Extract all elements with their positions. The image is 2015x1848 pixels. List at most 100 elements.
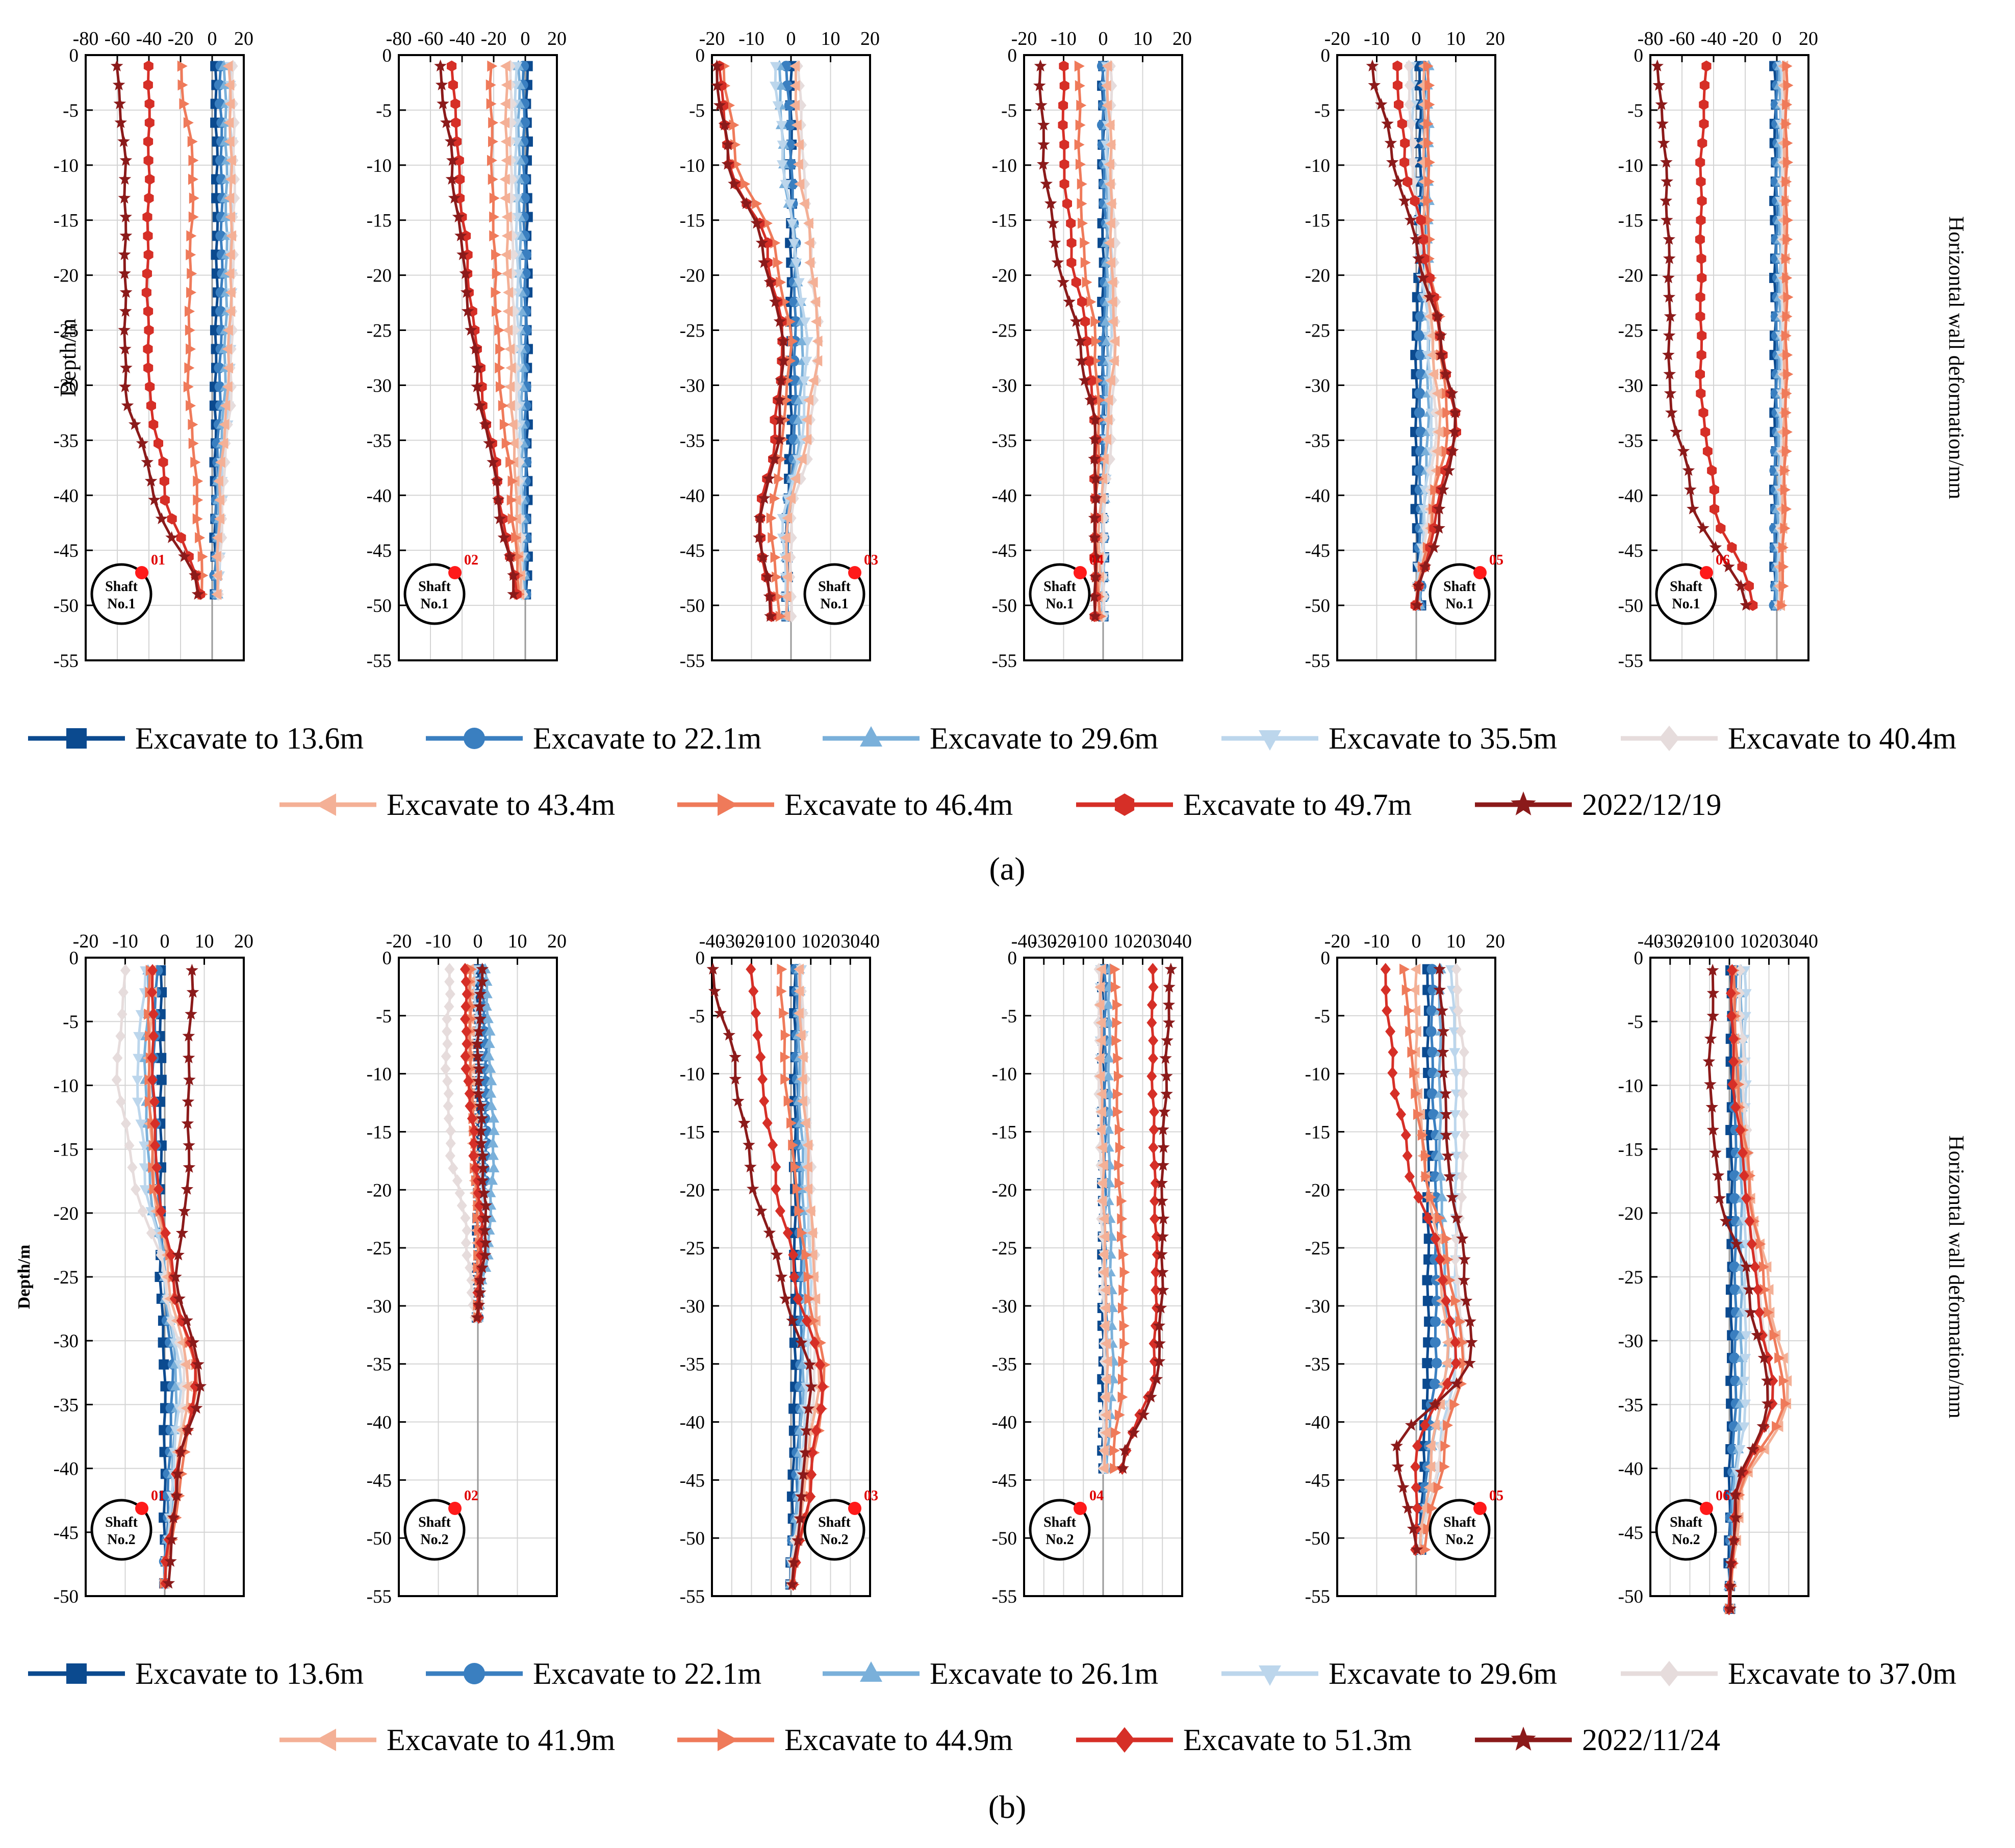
data-point xyxy=(1746,1238,1757,1251)
y-axis-title: Depth/m xyxy=(56,319,81,397)
data-point xyxy=(1034,59,1047,72)
data-point xyxy=(1144,1390,1157,1403)
data-point xyxy=(1412,1440,1423,1453)
data-point xyxy=(466,1013,477,1025)
data-point xyxy=(1449,1110,1461,1121)
data-point xyxy=(801,1314,812,1327)
data-point xyxy=(1423,118,1434,130)
data-point xyxy=(1459,1357,1470,1369)
x-tick-label: -10 xyxy=(758,931,784,952)
data-point xyxy=(1388,1045,1398,1059)
series-8-04 xyxy=(1117,963,1162,1475)
data-point xyxy=(479,418,492,430)
data-point xyxy=(1660,156,1673,168)
data-point xyxy=(1445,387,1459,399)
data-point xyxy=(112,78,125,91)
panel-01: -20 -10 0 10 200-5-10-15-20-25-30-35-40-45-5… xyxy=(54,931,253,1607)
legend-marker xyxy=(1659,726,1679,751)
data-point xyxy=(1158,1105,1171,1117)
y-tick-label: -35 xyxy=(1305,430,1330,451)
data-point xyxy=(1098,1445,1109,1456)
x-tick-label: 30 xyxy=(1779,931,1798,952)
x-tick-label: -30 xyxy=(1031,931,1057,952)
x-tick-label: 30 xyxy=(1153,931,1172,952)
legend-marker xyxy=(1511,791,1536,815)
data-point xyxy=(1725,987,1736,1000)
data-point xyxy=(810,316,821,327)
data-point xyxy=(1095,1035,1106,1046)
data-point xyxy=(181,1183,194,1195)
data-point xyxy=(1435,1212,1445,1224)
data-point xyxy=(1455,1316,1466,1327)
x-tick-label: -20 xyxy=(481,28,507,49)
data-point xyxy=(1757,1351,1771,1364)
data-point xyxy=(1663,367,1676,380)
x-tick-label: 10 xyxy=(1133,28,1153,49)
data-point xyxy=(1036,158,1050,170)
data-point xyxy=(460,1012,470,1025)
data-point xyxy=(1160,1069,1173,1082)
shaft-label-line2: No.2 xyxy=(1045,1532,1074,1548)
data-point xyxy=(1756,1444,1767,1455)
data-point xyxy=(816,1402,827,1416)
x-tick-label: -20 xyxy=(699,28,725,49)
data-point xyxy=(1063,295,1076,307)
data-point xyxy=(797,1095,807,1107)
data-point xyxy=(1706,986,1720,999)
y-tick-label: -35 xyxy=(680,1354,705,1375)
y-tick-label: 0 xyxy=(69,948,79,969)
data-point xyxy=(782,1226,793,1240)
data-point xyxy=(455,173,465,185)
shaft-label-line2: No.2 xyxy=(820,1532,848,1548)
data-point xyxy=(442,1037,453,1050)
y-tick-label: -45 xyxy=(680,541,705,561)
shaft-circle xyxy=(1655,1499,1717,1561)
data-point xyxy=(1433,426,1444,438)
legend-label: Excavate to 43.4m xyxy=(387,788,615,822)
data-point xyxy=(771,1161,781,1174)
data-point xyxy=(1095,1106,1106,1118)
data-point xyxy=(1405,1419,1418,1431)
data-point xyxy=(768,532,778,544)
data-point xyxy=(1118,1355,1129,1367)
data-point xyxy=(1066,237,1077,249)
data-point xyxy=(1458,1252,1471,1265)
data-point xyxy=(1392,80,1402,91)
data-point xyxy=(224,79,235,91)
data-point xyxy=(1149,1105,1160,1118)
data-point xyxy=(1411,599,1423,611)
data-point xyxy=(1078,374,1091,386)
data-point xyxy=(1077,178,1087,190)
data-point xyxy=(1099,1320,1110,1331)
y-tick-label: -35 xyxy=(54,1395,79,1416)
data-point xyxy=(183,1161,196,1173)
data-point xyxy=(1162,1016,1176,1029)
x-tick-label: 20 xyxy=(547,931,567,952)
data-point xyxy=(489,192,500,204)
data-point xyxy=(487,60,498,72)
data-point xyxy=(802,1402,815,1414)
data-point xyxy=(1098,1249,1109,1261)
data-point xyxy=(729,1050,742,1063)
data-point xyxy=(1107,316,1118,327)
data-point xyxy=(1656,117,1669,130)
legend-marker xyxy=(718,793,738,816)
data-point xyxy=(501,211,512,223)
data-point xyxy=(1404,1170,1415,1183)
data-point xyxy=(1094,1053,1105,1064)
shaft-badge: Shaft No.2 04 xyxy=(1029,1488,1104,1561)
data-point xyxy=(174,1445,187,1457)
data-point xyxy=(1778,542,1789,553)
data-point xyxy=(1102,414,1113,426)
data-point xyxy=(1782,137,1793,149)
data-point xyxy=(222,324,233,336)
data-point xyxy=(474,1199,485,1212)
data-point xyxy=(757,1072,768,1086)
y-tick-label: -5 xyxy=(1001,100,1017,121)
series-8-06 xyxy=(1724,964,1778,1615)
data-point xyxy=(1110,981,1121,993)
x-tick-label: 20 xyxy=(1759,931,1779,952)
data-point xyxy=(1426,964,1438,975)
y-tick-label: -50 xyxy=(1618,596,1643,617)
